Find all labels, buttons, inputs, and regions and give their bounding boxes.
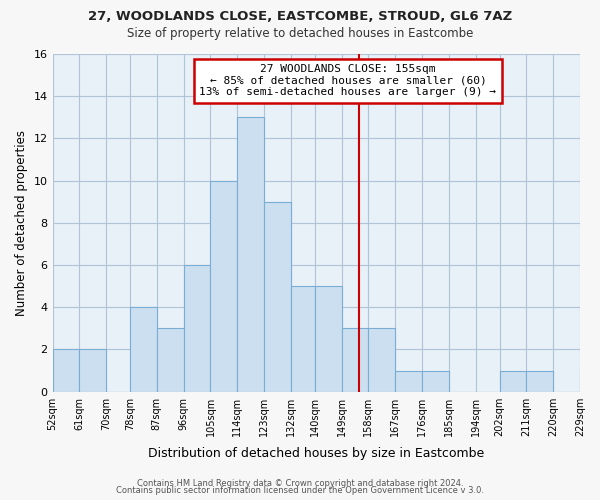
- Bar: [130, 307, 157, 392]
- Text: Contains public sector information licensed under the Open Government Licence v : Contains public sector information licen…: [116, 486, 484, 495]
- Y-axis label: Number of detached properties: Number of detached properties: [15, 130, 28, 316]
- Bar: [79, 350, 106, 392]
- Bar: [526, 370, 553, 392]
- X-axis label: Distribution of detached houses by size in Eastcombe: Distribution of detached houses by size …: [148, 447, 484, 460]
- Bar: [238, 118, 264, 392]
- Bar: [184, 265, 211, 392]
- Bar: [264, 202, 291, 392]
- Bar: [580, 370, 600, 392]
- Text: Contains HM Land Registry data © Crown copyright and database right 2024.: Contains HM Land Registry data © Crown c…: [137, 478, 463, 488]
- Bar: [291, 286, 315, 392]
- Bar: [395, 370, 422, 392]
- Bar: [368, 328, 395, 392]
- Bar: [341, 328, 368, 392]
- Text: 27 WOODLANDS CLOSE: 155sqm
← 85% of detached houses are smaller (60)
13% of semi: 27 WOODLANDS CLOSE: 155sqm ← 85% of deta…: [199, 64, 496, 98]
- Bar: [211, 180, 238, 392]
- Bar: [53, 350, 79, 392]
- Bar: [157, 328, 184, 392]
- Bar: [422, 370, 449, 392]
- Bar: [500, 370, 526, 392]
- Text: Size of property relative to detached houses in Eastcombe: Size of property relative to detached ho…: [127, 28, 473, 40]
- Bar: [315, 286, 341, 392]
- Text: 27, WOODLANDS CLOSE, EASTCOMBE, STROUD, GL6 7AZ: 27, WOODLANDS CLOSE, EASTCOMBE, STROUD, …: [88, 10, 512, 23]
